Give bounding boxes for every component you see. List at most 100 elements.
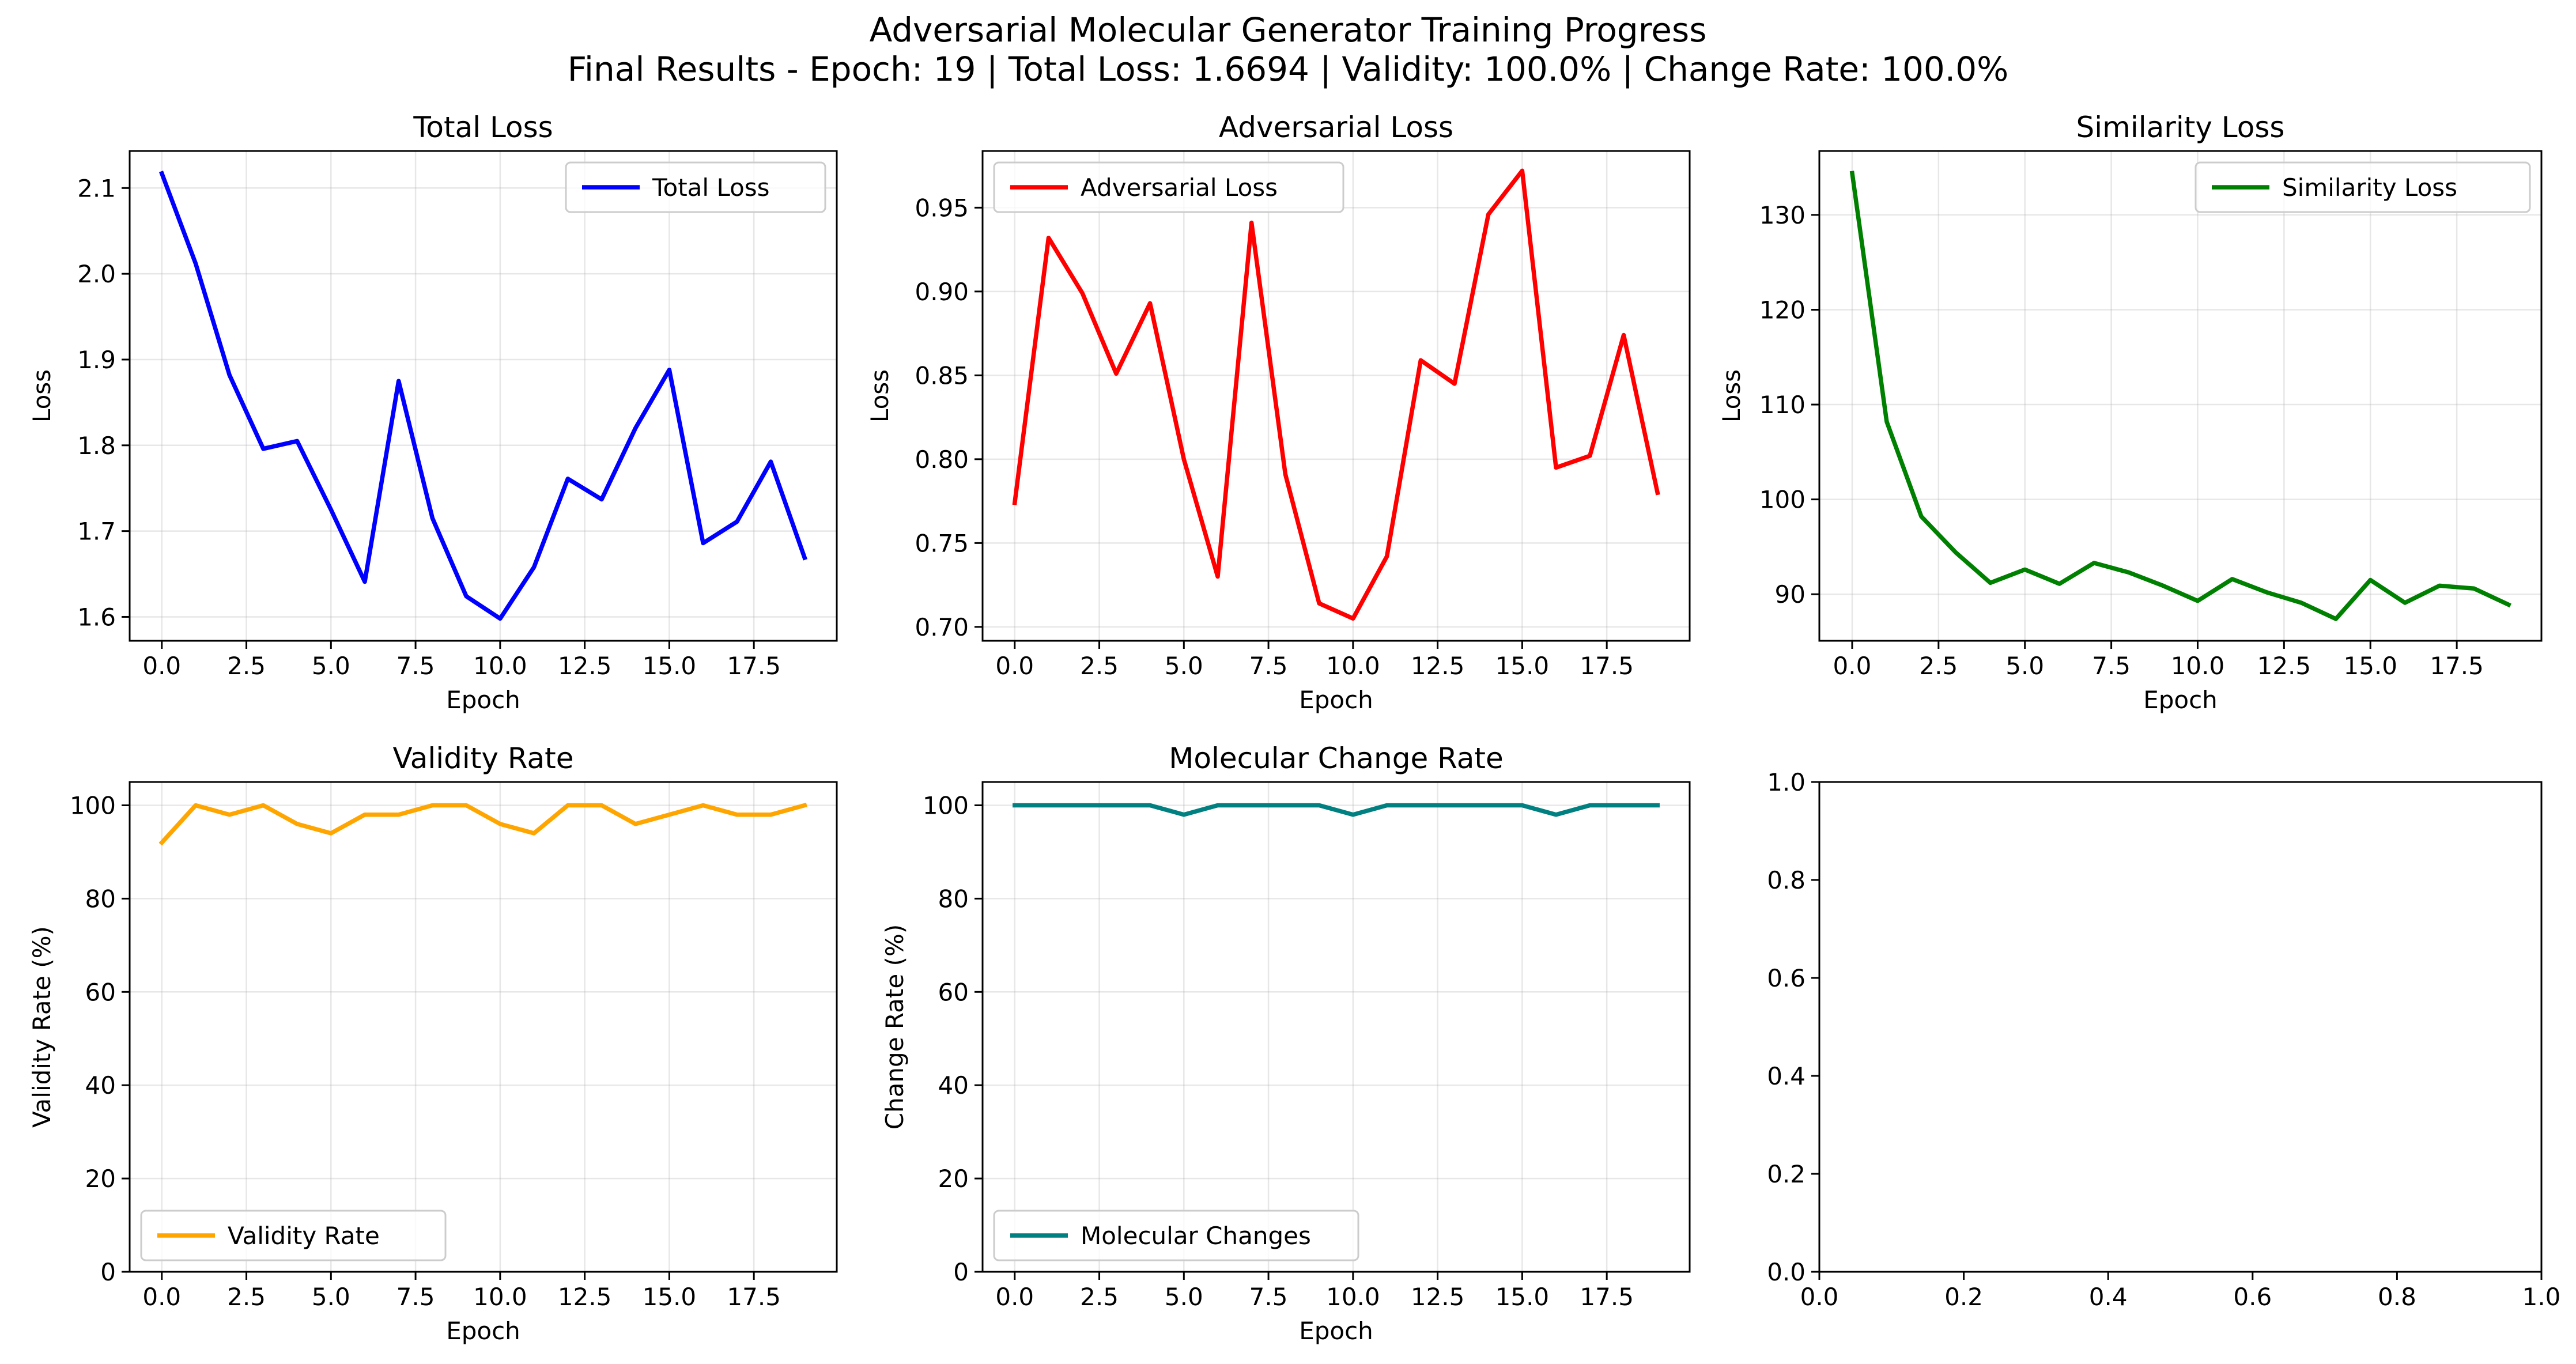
subplot-6-y-tick-label: 0.2 <box>1767 1160 1806 1188</box>
subplot-6-x-tick-label: 0.2 <box>1944 1283 1983 1311</box>
subplot-1-x-tick-label: 10.0 <box>473 652 527 680</box>
subplot-4-legend-box <box>140 1210 447 1261</box>
subplot-6-axes-frame <box>1818 781 2543 1273</box>
subplot-4-y-tick-label: 0 <box>100 1258 116 1286</box>
subplot-2-legend-box <box>993 161 1344 213</box>
subplot-5-x-tick-label: 7.5 <box>1249 1283 1288 1311</box>
subplot-6-y-tick-label: 1.0 <box>1767 768 1806 796</box>
subplot-5-axes-frame <box>981 781 1691 1273</box>
subplot-4-x-tick-label: 2.5 <box>227 1283 266 1311</box>
subplot-2-legend-label: Adversarial Loss <box>1081 173 1278 202</box>
subplot-5-y-tick-label: 40 <box>938 1071 969 1099</box>
subplot-1-x-tick-label: 12.5 <box>558 652 612 680</box>
subplot-5-x-tick-label: 5.0 <box>1165 1283 1203 1311</box>
subplot-3-legend-label: Similarity Loss <box>2282 173 2457 202</box>
subplot-1-y-tick-label: 1.6 <box>77 603 116 631</box>
subplot-3: 0.0 2.5 5.0 7.5 10.0 12.5 15.0 17.5 90 100 110 120 1… <box>1717 111 2543 714</box>
subplot-3-x-tick-label: 17.5 <box>2430 652 2484 680</box>
subplot-3-series-similarity-loss-line <box>1849 171 2511 621</box>
subplot-5-x-tick-label: 12.5 <box>1411 1283 1465 1311</box>
subplot-grid: 0.0 2.5 5.0 7.5 10.0 12.5 15.0 17.5 1.6 1.7 1.8 1.9… <box>28 111 2560 1345</box>
figure-title: Adversarial Molecular Generator Training… <box>870 10 1707 50</box>
subplot-5-y-axis-label: Change Rate (%) <box>881 924 909 1130</box>
subplot-3-y-tick-label: 110 <box>1759 391 1806 419</box>
subplot-3-x-tick-label: 7.5 <box>2092 652 2131 680</box>
subplot-4-y-tick-label: 100 <box>70 791 116 819</box>
subplot-5-y-tick-label: 60 <box>938 978 969 1006</box>
subplot-1-x-axis-label: Epoch <box>446 686 520 714</box>
subplot-1-x-tick-label: 5.0 <box>312 652 350 680</box>
subplot-5-x-axis-label: Epoch <box>1299 1317 1373 1345</box>
subplot-6-y-tick-label: 0.4 <box>1767 1062 1806 1090</box>
subplot-3-axes-frame <box>1818 150 2543 642</box>
subplot-4-y-tick-label: 20 <box>85 1165 116 1193</box>
subplot-4-x-tick-label: 15.0 <box>643 1283 697 1311</box>
subplot-3-x-tick-label: 2.5 <box>1919 652 1958 680</box>
subplot-3-x-tick-label: 5.0 <box>2005 652 2044 680</box>
subplot-4-x-tick-label: 17.5 <box>727 1283 781 1311</box>
subplot-2-y-tick-label: 0.70 <box>915 613 969 641</box>
subplot-4-y-tick-label: 40 <box>85 1071 116 1099</box>
subplot-4-title: Validity Rate <box>392 742 573 775</box>
subplot-5-y-tick-label: 80 <box>938 885 969 913</box>
subplot-5-y-tick-label: 20 <box>938 1165 969 1193</box>
subplot-2-x-tick-label: 15.0 <box>1495 652 1550 680</box>
subplot-5-y-tick-label: 100 <box>923 791 969 819</box>
subplot-1-y-tick-label: 1.8 <box>77 432 116 460</box>
subplot-6-x-tick-label: 0.6 <box>2233 1283 2272 1311</box>
subplot-2-x-tick-label: 17.5 <box>1580 652 1634 680</box>
subplot-5-x-tick-label: 17.5 <box>1580 1283 1634 1311</box>
subplot-2-y-tick-label: 0.90 <box>915 278 969 306</box>
subplot-2-x-tick-label: 2.5 <box>1080 652 1119 680</box>
subplot-1-y-axis-label: Loss <box>28 369 56 422</box>
figure-subtitle: Final Results - Epoch: 19 | Total Loss: … <box>568 50 2008 89</box>
subplot-3-x-tick-label: 10.0 <box>2171 652 2225 680</box>
subplot-3-x-tick-label: 15.0 <box>2343 652 2397 680</box>
subplot-1-x-tick-label: 7.5 <box>396 652 435 680</box>
subplot-1-y-tick-label: 2.1 <box>77 174 116 202</box>
subplot-6-x-tick-label: 0.4 <box>2089 1283 2128 1311</box>
subplot-2-x-tick-label: 5.0 <box>1165 652 1203 680</box>
subplot-1: 0.0 2.5 5.0 7.5 10.0 12.5 15.0 17.5 1.6 1.7 1.8 1.9… <box>28 111 838 714</box>
subplot-1-series-total-loss-line <box>158 171 807 621</box>
subplot-5-x-tick-label: 10.0 <box>1326 1283 1380 1311</box>
subplot-2: 0.0 2.5 5.0 7.5 10.0 12.5 15.0 17.5 0.70 0.75 0.80… <box>866 111 1691 714</box>
subplot-4-series-validity-rate-line <box>158 802 807 846</box>
subplot-4-x-axis-label: Epoch <box>446 1317 520 1345</box>
subplot-5-x-tick-label: 0.0 <box>995 1283 1034 1311</box>
subplot-2-legend: Adversarial Loss <box>993 161 1344 213</box>
subplot-3-x-tick-label: 0.0 <box>1833 652 1872 680</box>
subplot-3-y-tick-label: 130 <box>1759 201 1806 229</box>
subplot-1-x-tick-label: 2.5 <box>227 652 266 680</box>
subplot-2-y-tick-label: 0.80 <box>915 445 969 474</box>
subplot-6: 0.0 0.2 0.4 0.6 0.8 1.0 0.0 0.2 0.4 0.6 0.8 1.0 <box>1767 768 2560 1311</box>
subplot-1-legend: Total Loss <box>565 161 826 213</box>
subplot-2-title: Adversarial Loss <box>1219 111 1453 144</box>
subplot-5-series-molecular-changes-line <box>1013 803 1660 817</box>
subplot-2-x-axis-label: Epoch <box>1299 686 1373 714</box>
subplot-4-legend: Validity Rate <box>140 1210 447 1261</box>
subplot-2-series-adversarial-loss-line <box>1012 168 1660 621</box>
subplot-3-x-axis-label: Epoch <box>2143 686 2218 714</box>
subplot-3-y-tick-label: 90 <box>1775 580 1806 609</box>
subplot-1-legend-label: Total Loss <box>652 173 770 202</box>
subplot-2-x-tick-label: 7.5 <box>1249 652 1288 680</box>
subplot-1-x-tick-label: 15.0 <box>643 652 697 680</box>
subplot-2-y-tick-label: 0.85 <box>915 361 969 390</box>
subplot-4-y-axis-label: Validity Rate (%) <box>28 926 56 1128</box>
subplot-1-y-tick-label: 2.0 <box>77 260 116 288</box>
subplot-2-axes-frame <box>981 150 1691 642</box>
subplot-6-x-tick-label: 1.0 <box>2522 1283 2561 1311</box>
subplot-4-legend-label: Validity Rate <box>228 1222 380 1250</box>
subplot-3-title: Similarity Loss <box>2076 111 2285 144</box>
subplot-5-title: Molecular Change Rate <box>1169 742 1504 775</box>
subplot-1-axes-frame <box>129 150 838 642</box>
subplot-2-y-tick-label: 0.95 <box>915 194 969 222</box>
subplot-4-x-tick-label: 5.0 <box>312 1283 350 1311</box>
subplot-5-legend-box <box>993 1210 1359 1261</box>
subplot-2-x-tick-label: 10.0 <box>1326 652 1380 680</box>
subplot-5-x-tick-label: 15.0 <box>1495 1283 1550 1311</box>
subplot-4-x-tick-label: 7.5 <box>396 1283 435 1311</box>
